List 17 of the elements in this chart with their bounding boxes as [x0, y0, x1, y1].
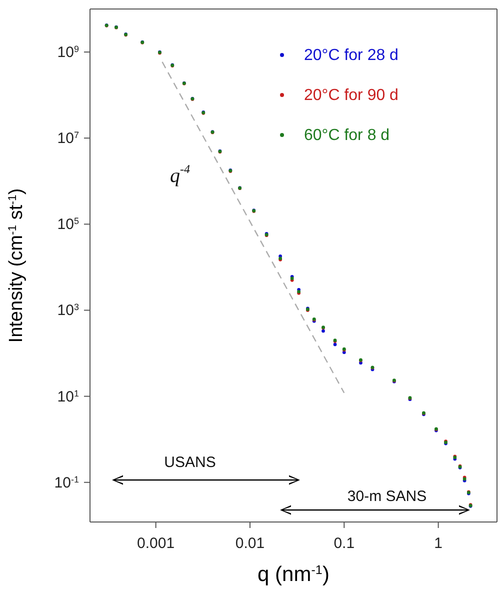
- y-tick-label: 10$^{-1}$: [54, 474, 79, 492]
- y-tick-label: 10$^{7}$: [57, 130, 79, 148]
- x-tick-label: 1: [434, 535, 442, 552]
- x-tick-label: 0.1: [334, 535, 355, 552]
- y-tick-label: 10$^{1}$: [57, 388, 79, 406]
- annotation: USANS: [164, 454, 216, 471]
- legend-label: 60°C for 8 d: [304, 127, 390, 145]
- x-tick-label: 0.001: [137, 535, 175, 552]
- legend-label: 20°C for 28 d: [304, 47, 398, 65]
- annotation: q$^{-4}$: [170, 162, 190, 187]
- legend-label: 20°C for 90 d: [304, 87, 398, 105]
- annotation: 30-m SANS: [347, 488, 427, 505]
- y-tick-label: 10$^{3}$: [57, 302, 79, 320]
- y-tick-label: 10$^{5}$: [57, 216, 79, 234]
- x-tick-label: 0.01: [235, 535, 265, 552]
- y-tick-label: 10$^{9}$: [57, 44, 79, 62]
- x-axis-title: q (nm$^{-1}$): [258, 563, 330, 586]
